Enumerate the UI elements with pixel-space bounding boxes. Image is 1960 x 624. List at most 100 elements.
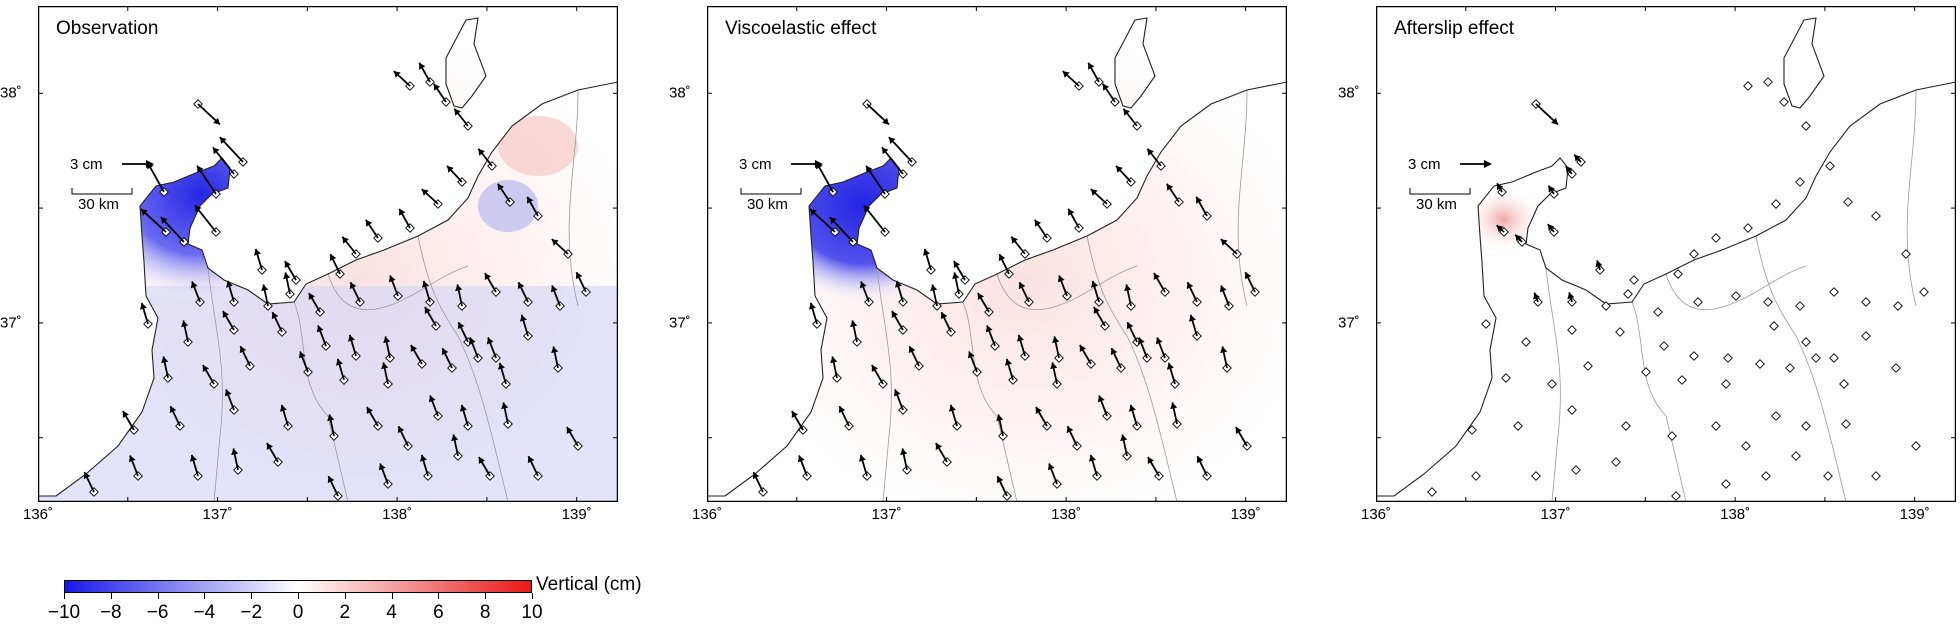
negative-field — [707, 18, 1287, 502]
station-marker — [1471, 471, 1481, 481]
vector-arrowhead — [1219, 285, 1227, 293]
lat-tick-label: 37˚ — [669, 314, 691, 332]
colorbar-tick-label: 8 — [479, 602, 491, 623]
station-marker — [1501, 373, 1511, 383]
vector-arrowhead — [212, 147, 220, 155]
vector-arrowhead — [1079, 345, 1087, 353]
vector-arrowhead — [791, 411, 799, 419]
vector-arrowhead — [202, 365, 210, 373]
vector-arrowhead — [967, 351, 975, 359]
station-marker — [1481, 319, 1491, 329]
vector-arrowhead — [457, 322, 465, 330]
vector-arrowhead — [327, 414, 335, 422]
boundary-line — [327, 265, 469, 310]
colorbar-tick-mark — [532, 593, 533, 599]
lon-tick-label: 137˚ — [202, 506, 233, 523]
station-marker — [1567, 405, 1577, 415]
vector-arrowhead — [378, 463, 386, 471]
vector-arrowhead — [169, 406, 177, 414]
vector-arrowhead — [888, 137, 896, 144]
vector-arrowhead — [224, 389, 232, 397]
map-canvas — [707, 6, 1287, 502]
colorbar-tick-label: −10 — [47, 602, 81, 623]
reference-arrowhead — [1484, 160, 1492, 168]
scale-bar — [740, 188, 802, 195]
vector-arrowhead — [1548, 185, 1555, 193]
station-marker — [1513, 421, 1523, 431]
vector-arrowhead — [1220, 239, 1228, 246]
coastline — [38, 81, 618, 502]
station-marker — [1641, 367, 1651, 377]
vector-arrowhead — [1188, 314, 1196, 322]
vector-arrowhead — [1186, 282, 1194, 290]
vector-arrowhead — [1166, 183, 1174, 191]
sado-island — [1783, 17, 1825, 109]
colorbar-tick-mark — [485, 593, 487, 599]
station-marker — [1689, 351, 1699, 361]
vector-arrowhead — [1050, 362, 1058, 370]
station-marker — [1911, 441, 1921, 451]
vector-arrowhead — [222, 311, 230, 319]
scale-bar — [71, 188, 133, 195]
reference-arrowhead — [815, 160, 823, 168]
vector-arrowhead — [1090, 280, 1098, 288]
vector-arrowhead — [283, 272, 291, 280]
vector-arrowhead — [1097, 395, 1105, 403]
colorbar-tick-label: 6 — [433, 602, 444, 623]
panel-title: Afterslip effect — [1394, 18, 1515, 39]
vector-arrowhead — [1057, 275, 1065, 283]
vector-arrowhead — [891, 311, 899, 319]
vector-arrowhead — [1547, 224, 1555, 232]
vector-arrowhead — [428, 395, 436, 403]
vector-arrowhead — [219, 137, 227, 144]
reference-vector-label: 3 cm — [70, 156, 103, 173]
vector-arrowhead — [1515, 234, 1522, 242]
station-marker — [1653, 307, 1663, 317]
station-marker — [1871, 211, 1881, 221]
vector-arrowhead — [1004, 358, 1012, 366]
station-marker — [1677, 375, 1687, 385]
vector-arrowhead — [953, 261, 961, 269]
map-canvas — [1376, 6, 1956, 502]
station-marker — [1689, 249, 1699, 259]
vector-arrowhead — [383, 336, 391, 344]
vector-arrowhead — [1126, 322, 1134, 330]
colorbar-label: Vertical (cm) — [536, 574, 642, 595]
boundary-line — [1755, 235, 1847, 502]
vertical-field — [1376, 18, 1956, 502]
vector-arrowhead — [1120, 434, 1128, 442]
vector-arrowhead — [808, 302, 816, 310]
station-marker — [1671, 491, 1681, 501]
vector-arrowhead — [486, 337, 494, 345]
reference-vector-label: 3 cm — [1408, 156, 1441, 173]
vector-arrowhead — [1595, 260, 1603, 268]
map-panel-observation: Observation 3 cm 30 km — [38, 6, 618, 502]
vector-arrowhead — [329, 254, 337, 262]
vector-arrowhead — [859, 281, 867, 289]
lon-tick-label: 138˚ — [1720, 506, 1751, 523]
map-frame — [38, 6, 618, 502]
vector-arrowhead — [160, 217, 168, 224]
vector-arrowhead — [850, 320, 858, 328]
vector-arrowhead — [935, 443, 943, 451]
vector-arrowhead — [871, 365, 879, 373]
station-marker — [1743, 223, 1753, 233]
negative-field — [38, 18, 618, 502]
colorbar-tick-label: −8 — [99, 602, 122, 623]
vector-arrowhead — [261, 284, 269, 292]
vector-arrowhead — [1196, 196, 1203, 204]
colorbar-tick-label: −6 — [146, 602, 169, 623]
vector-arrowhead — [977, 293, 985, 301]
boundary-line — [1545, 267, 1561, 502]
vector-arrowhead — [866, 165, 873, 173]
vector-arrowhead — [419, 454, 427, 462]
vector-arrowhead — [752, 472, 760, 480]
vector-arrowhead — [399, 208, 406, 216]
vector-arrowhead — [1116, 165, 1123, 173]
vector-arrowhead — [478, 148, 485, 156]
station-marker — [1861, 297, 1871, 307]
lon-tick-label: 137˚ — [871, 506, 902, 523]
map-canvas — [38, 6, 618, 502]
lon-tick-label: 138˚ — [1051, 506, 1082, 523]
vector-arrowhead — [882, 117, 889, 125]
